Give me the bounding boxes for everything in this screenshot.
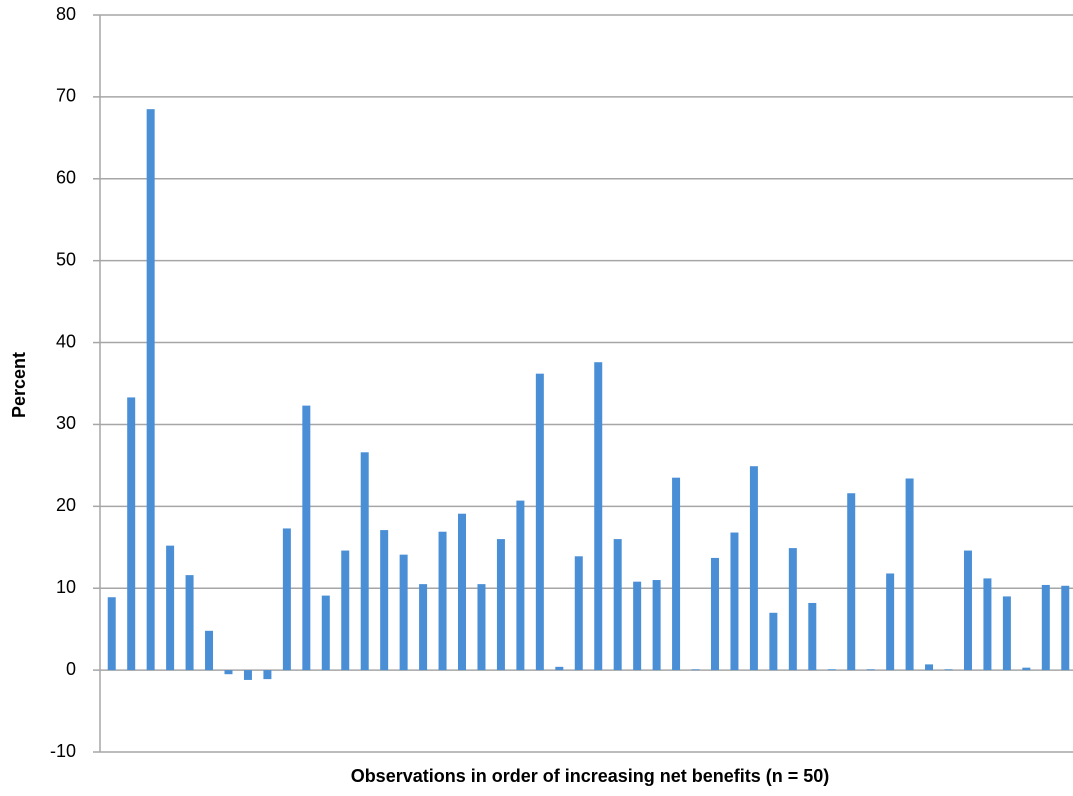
bar [574, 556, 583, 671]
bar [749, 466, 758, 671]
y-tick-label: -10 [50, 741, 76, 761]
bar [769, 612, 778, 671]
bar [1022, 667, 1031, 671]
bar [127, 397, 136, 671]
y-tick-label: 40 [56, 331, 76, 351]
bar [1061, 585, 1070, 671]
bar [302, 405, 311, 671]
y-tick-label: 60 [56, 168, 76, 188]
bar [710, 557, 719, 671]
bar [477, 584, 486, 671]
bar [419, 584, 428, 671]
bar [886, 573, 895, 671]
bar [672, 477, 681, 671]
y-tick-label: 70 [56, 86, 76, 106]
bar [847, 493, 856, 671]
x-axis-label: Observations in order of increasing net … [351, 766, 830, 786]
bar [224, 670, 233, 675]
bar [555, 666, 564, 671]
bar [808, 602, 817, 671]
bar [321, 595, 330, 671]
bar [944, 669, 953, 671]
y-tick-label: 10 [56, 577, 76, 597]
y-tick-label: 30 [56, 413, 76, 433]
bar [166, 545, 175, 671]
bar [963, 550, 972, 671]
bar [925, 664, 934, 671]
bar [380, 530, 389, 671]
bar [652, 580, 661, 671]
bar [107, 597, 116, 671]
y-tick-label: 0 [66, 659, 76, 679]
bar [827, 669, 836, 671]
bar [633, 581, 642, 671]
bar [1002, 596, 1011, 671]
bar [185, 575, 194, 671]
bar [1041, 584, 1050, 671]
bar [205, 630, 214, 671]
bar [594, 362, 603, 671]
bar [905, 478, 914, 671]
bar [341, 550, 350, 671]
bar [146, 109, 155, 671]
y-tick-label: 50 [56, 249, 76, 269]
bar [613, 539, 622, 671]
bar [263, 670, 272, 680]
bar [691, 669, 700, 671]
bar [399, 554, 408, 671]
bar [866, 669, 875, 671]
bar [496, 539, 505, 671]
y-tick-label: 20 [56, 495, 76, 515]
bar [282, 528, 291, 671]
bar [360, 452, 369, 671]
y-tick-label: 80 [56, 4, 76, 24]
y-axis-label: Percent [9, 352, 29, 418]
bar [983, 578, 992, 671]
bar [458, 513, 467, 671]
bar [243, 670, 252, 680]
bar [516, 500, 525, 671]
bar [535, 373, 544, 671]
bar [438, 531, 447, 671]
bar [788, 548, 797, 671]
bar [730, 532, 739, 671]
